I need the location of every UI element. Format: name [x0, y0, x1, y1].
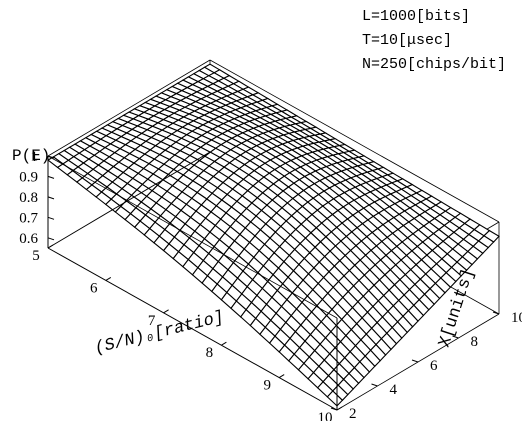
z-tick-mark: [47, 155, 55, 159]
x-tick-label: 10: [318, 410, 333, 421]
surface-mesh: [47, 63, 500, 407]
y-tick-mark: [411, 359, 419, 363]
box-edge: [47, 59, 211, 157]
parameter-label-l: L=1000[bits]: [362, 8, 470, 25]
z-tick-mark: [47, 196, 55, 200]
x-tick-mark: [105, 276, 112, 281]
box-edge: [47, 151, 211, 249]
z-tick-mark: [47, 216, 55, 220]
x-tick-mark: [163, 309, 169, 314]
y-tick-mark: [452, 335, 459, 339]
x-tick-mark: [221, 341, 227, 346]
z-tick-mark: [47, 237, 55, 241]
y-tick-label: 4: [390, 382, 398, 398]
z-tick-label: 0.6: [19, 231, 38, 247]
z-tick-label: 0.9: [19, 169, 38, 185]
y-tick-label: 6: [430, 358, 438, 374]
z-axis-label: P(E): [12, 147, 50, 165]
x-tick-label: 5: [32, 248, 40, 264]
box-edge: [47, 155, 338, 319]
bounding-box-front: [47, 59, 338, 411]
box-edge: [47, 247, 338, 411]
axis-ticks: 5 6 7 8 9 10 2 4 6 8 10 1 0.9 0.8 0.7 0.6: [19, 149, 522, 421]
x-tick-mark: [278, 374, 285, 379]
y-tick-label: 2: [349, 406, 357, 421]
x-tick-label: 6: [90, 280, 98, 296]
y-tick-mark: [330, 407, 338, 411]
x-tick-label: 8: [206, 345, 214, 361]
surface-cell: [326, 390, 344, 407]
z-tick-mark: [47, 175, 55, 179]
x-tick-mark: [336, 406, 343, 411]
z-tick-label: 0.8: [19, 190, 38, 206]
parameter-label-t: T=10[μsec]: [362, 32, 452, 49]
z-tick-label: 0.7: [19, 210, 38, 226]
parameter-label-n: N=250[chips/bit]: [362, 56, 506, 73]
box-edge: [209, 59, 500, 223]
x-tick-mark: [47, 244, 54, 249]
y-tick-label: 10: [511, 310, 522, 326]
y-tick-mark: [371, 383, 378, 387]
z-tick-label: 1: [31, 149, 39, 165]
x-tick-label: 9: [263, 378, 271, 394]
y-tick-label: 8: [471, 334, 479, 350]
y-tick-mark: [492, 311, 500, 315]
x-tick-label: 7: [148, 313, 156, 329]
